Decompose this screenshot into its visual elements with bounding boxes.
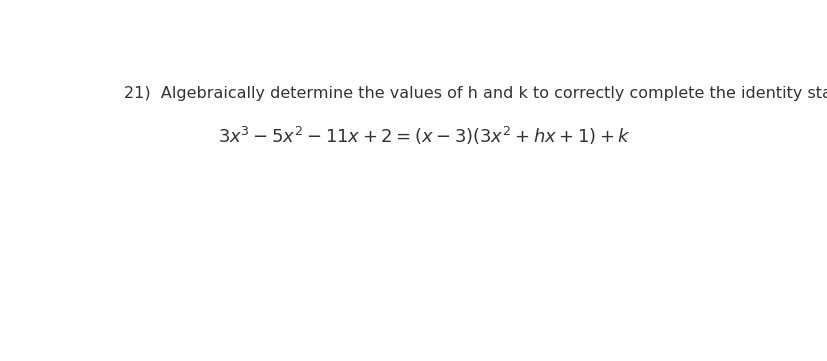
Text: 21)  Algebraically determine the values of h and k to correctly complete the ide: 21) Algebraically determine the values o… [124,86,827,101]
Text: $3x^3 - 5x^2 - 11x + 2 = (x - 3)(3x^2 + hx + 1) + k$: $3x^3 - 5x^2 - 11x + 2 = (x - 3)(3x^2 + … [218,125,630,148]
